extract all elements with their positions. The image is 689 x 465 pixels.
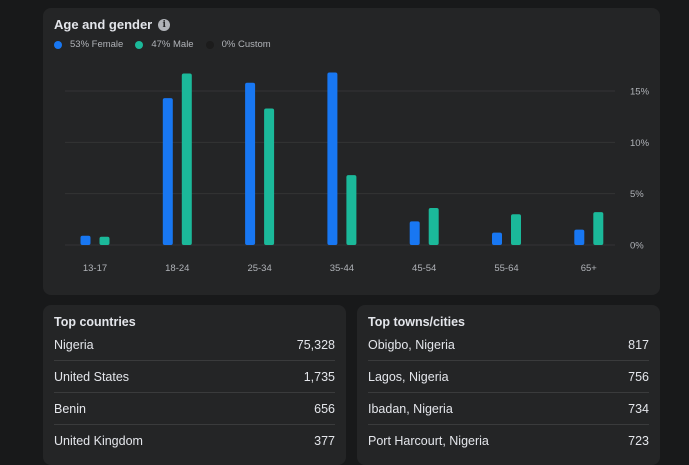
bar-male-35-44[interactable]: [346, 175, 357, 245]
city-name: Lagos, Nigeria: [368, 369, 449, 384]
country-name: Nigeria: [54, 337, 94, 352]
bar-male-55-64[interactable]: [511, 214, 521, 245]
legend-label-custom: 0% Custom: [221, 39, 271, 50]
x-tick-label: 18-24: [165, 263, 189, 274]
bar-male-45-54[interactable]: [428, 208, 439, 245]
x-tick-label: 65+: [581, 263, 598, 274]
chart-legend: 53% Female 47% Male 0% Custom: [54, 39, 273, 50]
country-name: United Kingdom: [54, 434, 143, 448]
country-value: 377: [314, 434, 335, 448]
country-name: United States: [54, 369, 130, 384]
info-icon[interactable]: i: [158, 18, 171, 31]
legend-dot-female: [54, 40, 62, 49]
list-item: Benin 656: [54, 393, 335, 425]
top-countries-list: Nigeria 75,328 United States 1,735 Benin…: [54, 329, 335, 457]
x-tick-label: 35-44: [330, 263, 354, 274]
bar-male-25-34[interactable]: [264, 108, 275, 245]
x-tick-label: 45-54: [412, 263, 436, 274]
top-cities-list: Obigbo, Nigeria 817 Lagos, Nigeria 756 I…: [368, 329, 649, 457]
city-value: 723: [628, 434, 649, 448]
legend-item-custom[interactable]: 0% Custom: [205, 39, 271, 50]
age-gender-bar-chart: 0% 5% 10% 15% 13-17 18-24 25-34 35-44 45-54 55-64…: [65, 72, 650, 274]
bar-female-55-64[interactable]: [492, 232, 502, 245]
y-tick-label: 10%: [630, 138, 650, 149]
y-tick-label: 0%: [630, 241, 644, 252]
city-value: 734: [628, 401, 649, 416]
list-item: Port Harcourt, Nigeria 723: [368, 425, 649, 457]
top-cities-card: Top towns/cities Obigbo, Nigeria 817 Lag…: [357, 305, 660, 465]
country-name: Benin: [54, 401, 86, 416]
x-tick-label: 13-17: [83, 263, 107, 274]
top-countries-title: Top countries: [54, 315, 136, 329]
city-name: Obigbo, Nigeria: [368, 337, 455, 352]
y-tick-label: 15%: [630, 87, 650, 98]
top-cities-title: Top towns/cities: [368, 315, 465, 329]
list-item: Lagos, Nigeria 756: [368, 361, 649, 393]
bar-female-35-44[interactable]: [327, 72, 338, 246]
bar-female-13-17[interactable]: [80, 235, 91, 245]
list-item: Nigeria 75,328: [54, 329, 335, 361]
bar-female-65+[interactable]: [574, 229, 585, 245]
country-value: 1,735: [303, 369, 335, 384]
city-name: Ibadan, Nigeria: [368, 401, 453, 416]
bar-male-18-24[interactable]: [181, 73, 192, 246]
top-countries-card: Top countries Nigeria 75,328 United Stat…: [43, 305, 346, 465]
legend-dot-male: [135, 40, 144, 49]
bar-female-25-34[interactable]: [245, 82, 256, 245]
legend-label-female: 53% Female: [70, 39, 124, 50]
y-tick-label: 5%: [630, 189, 644, 200]
list-item: United Kingdom 377: [54, 425, 335, 457]
city-name: Port Harcourt, Nigeria: [368, 434, 489, 448]
bar-male-13-17[interactable]: [99, 236, 110, 245]
legend-label-male: 47% Male: [151, 39, 194, 50]
x-tick-label: 25-34: [247, 263, 271, 274]
age-gender-card: Age and gender i 53% Female 47% Male 0% …: [43, 8, 660, 295]
legend-item-male[interactable]: 47% Male: [135, 39, 194, 50]
list-item: Obigbo, Nigeria 817: [368, 329, 649, 361]
age-gender-title: Age and gender: [54, 17, 153, 32]
legend-dot-custom: [205, 40, 214, 49]
country-value: 656: [314, 401, 335, 416]
age-gender-title-wrap: Age and gender i: [54, 17, 171, 32]
bar-female-45-54[interactable]: [409, 221, 420, 245]
x-tick-label: 55-64: [494, 263, 518, 274]
city-value: 817: [628, 337, 649, 352]
bar-female-18-24[interactable]: [162, 98, 173, 245]
legend-item-female[interactable]: 53% Female: [54, 39, 123, 50]
city-value: 756: [628, 369, 649, 384]
list-item: Ibadan, Nigeria 734: [368, 393, 649, 425]
list-item: United States 1,735: [54, 361, 335, 393]
country-value: 75,328: [296, 337, 335, 352]
bar-male-65+[interactable]: [593, 212, 604, 245]
